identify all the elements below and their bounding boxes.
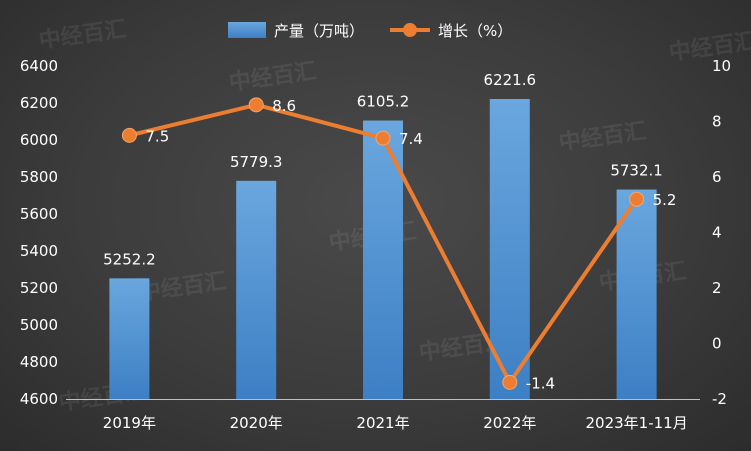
watermark-text: 中经百汇 xyxy=(557,118,648,156)
bar xyxy=(109,278,150,399)
y-left-tick-label: 5200 xyxy=(20,279,58,297)
bar xyxy=(236,180,277,399)
legend-line-marker xyxy=(403,23,417,37)
x-tick-label: 2019年 xyxy=(103,414,156,432)
bar xyxy=(616,189,657,399)
y-left-tick-label: 4800 xyxy=(20,353,58,371)
y-left-tick-label: 4600 xyxy=(20,390,58,408)
y-right-tick-label: 0 xyxy=(712,335,722,353)
y-right-tick-label: 8 xyxy=(712,113,722,131)
line-data-label: 5.2 xyxy=(653,191,677,209)
bar-data-label: 5732.1 xyxy=(610,162,663,180)
x-tick-label: 2020年 xyxy=(230,414,283,432)
line-point xyxy=(502,374,518,390)
bar-data-label: 5252.2 xyxy=(103,250,156,268)
x-tick-label: 2022年 xyxy=(483,414,536,432)
line-data-label: 7.5 xyxy=(145,127,169,145)
y-left-tick-label: 5800 xyxy=(20,168,58,186)
y-left-tick-label: 5600 xyxy=(20,205,58,223)
line-point xyxy=(375,130,391,146)
y-left-tick-label: 5400 xyxy=(20,242,58,260)
legend-bar-label: 产量（万吨） xyxy=(274,22,364,40)
y-right-tick-label: 6 xyxy=(712,168,722,186)
line-point xyxy=(248,97,264,113)
bar-data-label: 5779.3 xyxy=(230,153,283,171)
x-tick-label: 2021年 xyxy=(356,414,409,432)
watermark-text: 中经百汇 xyxy=(227,58,318,96)
y-right-tick-label: 2 xyxy=(712,279,722,297)
y-left-tick-label: 6400 xyxy=(20,57,58,75)
line-data-label: 8.6 xyxy=(272,97,296,115)
watermark-text: 中经百汇 xyxy=(37,16,128,54)
y-left-tick-label: 6200 xyxy=(20,94,58,112)
y-left-tick-label: 6000 xyxy=(20,131,58,149)
line-point xyxy=(629,191,645,207)
line-data-label: -1.4 xyxy=(526,374,555,392)
x-tick-label: 2023年1-11月 xyxy=(585,414,687,432)
line-point xyxy=(121,127,137,143)
legend-line-label: 增长（%） xyxy=(438,22,512,40)
watermark-text: 中经百汇 xyxy=(667,28,751,66)
legend-bar-swatch xyxy=(228,22,266,38)
bar-data-label: 6221.6 xyxy=(484,71,537,89)
line-data-label: 7.4 xyxy=(399,130,423,148)
bar xyxy=(489,99,530,399)
y-left-tick-label: 5000 xyxy=(20,316,58,334)
watermark-text: 中经百汇 xyxy=(137,268,228,306)
bar-data-label: 6105.2 xyxy=(357,93,410,111)
y-right-tick-label: 4 xyxy=(712,224,722,242)
y-right-tick-label: -2 xyxy=(712,390,727,408)
y-right-tick-label: 10 xyxy=(712,57,731,75)
